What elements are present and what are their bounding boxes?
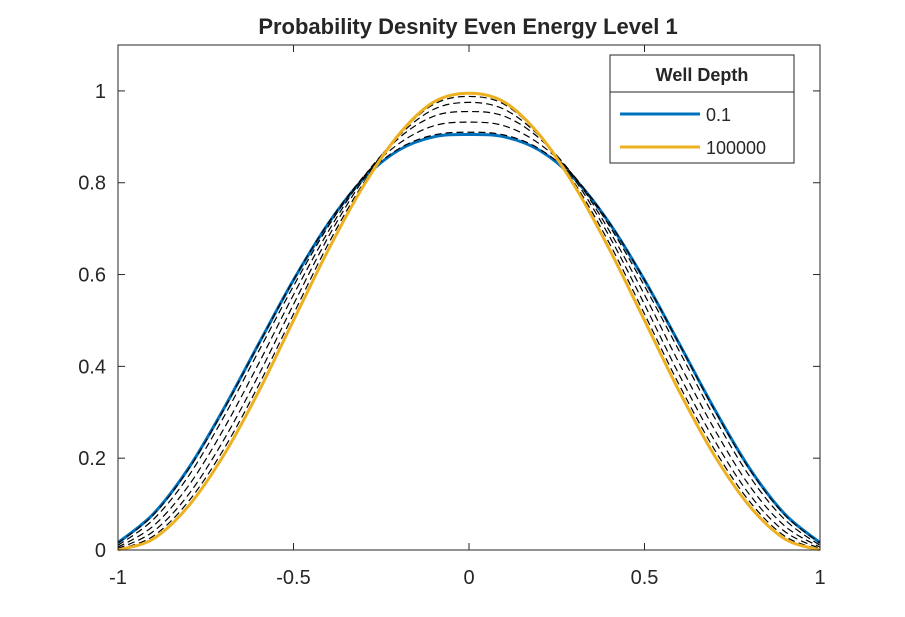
x-tick-label: 1	[814, 567, 825, 589]
legend-entry-100000: 100000	[706, 138, 766, 158]
dashed-series-line-1	[117, 131, 821, 544]
dashed-series-line-5	[117, 95, 821, 551]
chart-title: Probability Desnity Even Energy Level 1	[258, 14, 677, 39]
axes-layer: -1 -0.5 0 0.5 1 0 0.2 0.4 0.6 0.8 1	[78, 44, 826, 589]
y-tick-label: 0	[95, 540, 106, 562]
y-tick-label: 0.2	[78, 448, 106, 470]
legend-entry-0-1: 0.1	[706, 105, 731, 125]
x-tick-label: -1	[109, 567, 127, 589]
x-tick-label: 0.5	[631, 567, 659, 589]
legend: Well Depth 0.1 100000	[609, 54, 795, 164]
y-tick-label: 0.4	[78, 356, 106, 378]
dashed-series-line-4	[117, 101, 821, 550]
dashed-series-line-2	[117, 121, 821, 546]
y-tick-label: 1	[95, 81, 106, 103]
x-tick-label: -0.5	[276, 567, 310, 589]
legend-title: Well Depth	[656, 65, 749, 85]
x-tick-label: 0	[463, 567, 474, 589]
y-tick-label: 0.6	[78, 265, 106, 287]
dashed-series-line-3	[117, 110, 821, 548]
series-line-100000	[117, 91, 821, 552]
y-tick-label: 0.8	[78, 173, 106, 195]
legend-box	[609, 54, 795, 164]
series-layer	[117, 91, 821, 552]
